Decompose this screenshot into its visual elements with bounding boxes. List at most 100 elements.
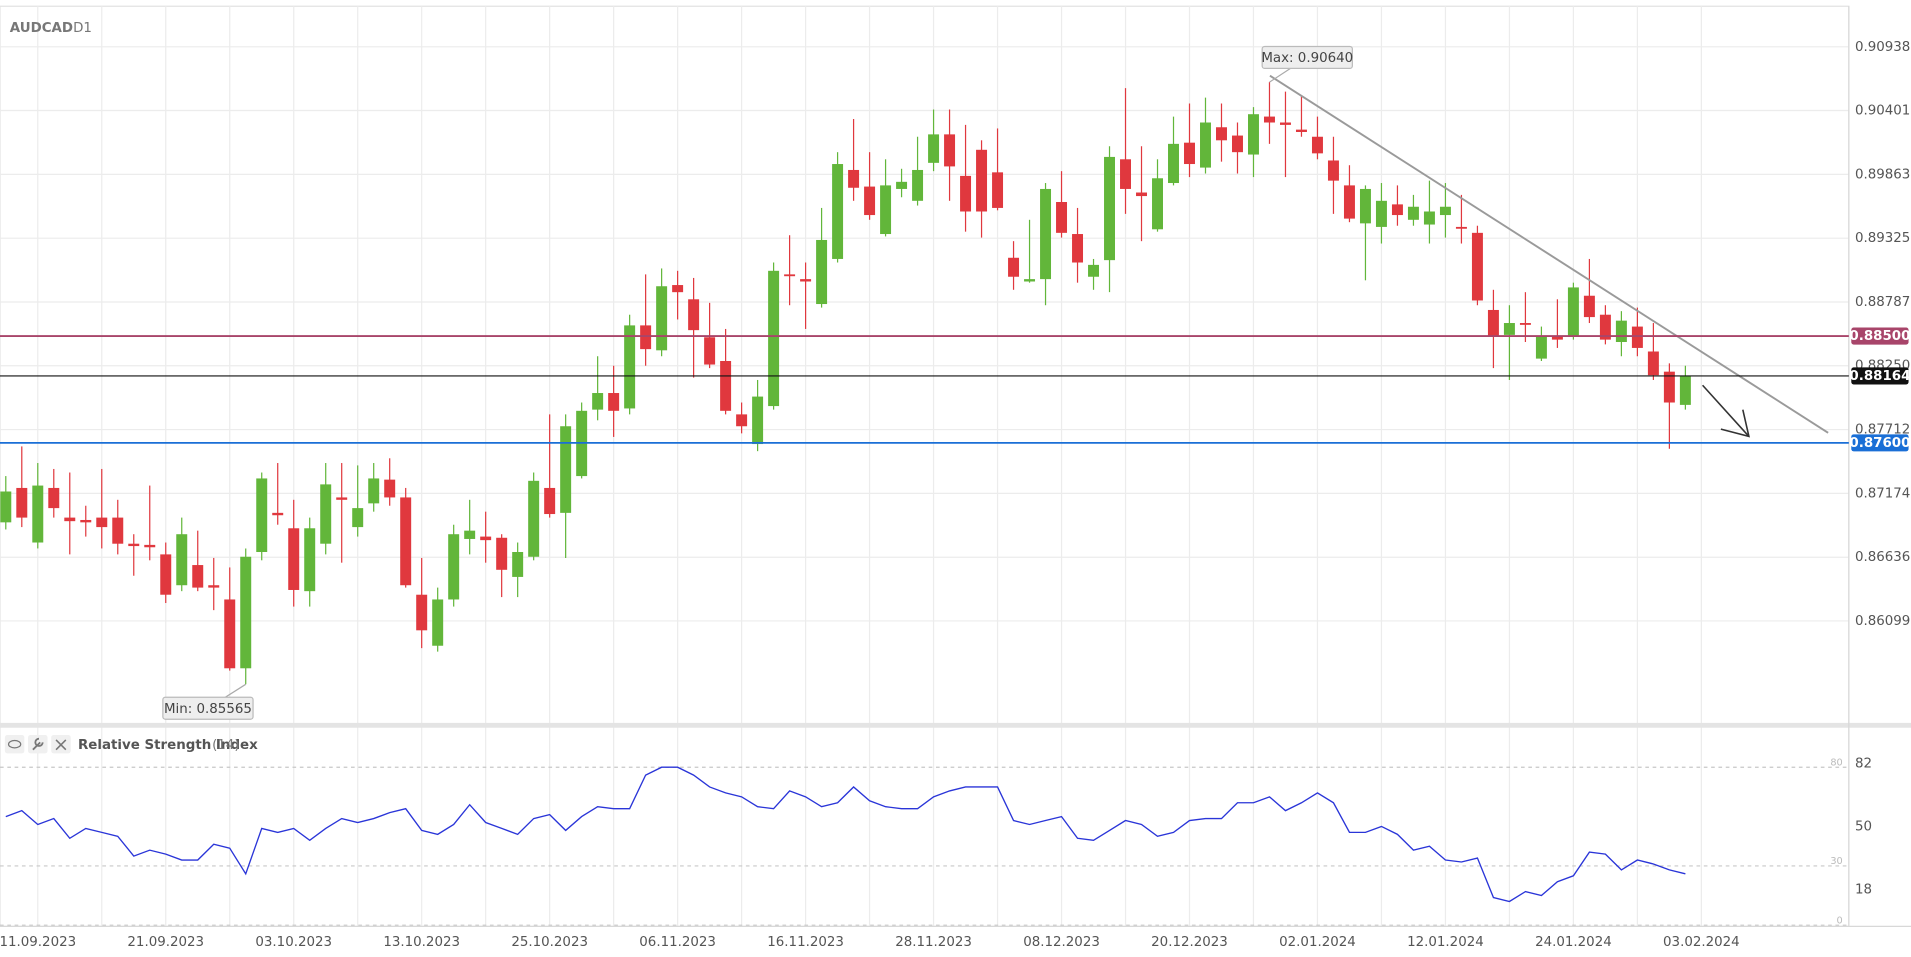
candle-body <box>368 478 380 504</box>
x-tick-label: 06.11.2023 <box>639 935 716 950</box>
candle-body <box>720 360 732 411</box>
candle-body <box>1248 114 1259 155</box>
indicator-controls[interactable] <box>4 735 71 754</box>
candle-body <box>48 487 60 509</box>
candle-body <box>560 426 572 513</box>
x-tick-label: 16.11.2023 <box>767 935 844 950</box>
last-price-label: 0.88164 <box>1849 369 1910 384</box>
grid <box>0 6 1849 927</box>
candle-body <box>1295 129 1307 132</box>
candle-body <box>1104 156 1116 261</box>
candle-body <box>1455 226 1467 229</box>
min-label: Min: 0.85565 <box>164 702 252 717</box>
x-tick-label: 08.12.2023 <box>1023 935 1100 950</box>
candle-body <box>944 134 956 167</box>
panel-separator <box>0 722 1911 728</box>
candle-body <box>1024 279 1036 282</box>
candle-body <box>1088 264 1100 277</box>
trend-line <box>1269 74 1829 434</box>
candle-body <box>256 478 268 553</box>
rsi-panel <box>0 766 1849 926</box>
y-tick-label: 0.90938 <box>1855 40 1910 55</box>
candle-body <box>288 528 300 590</box>
candle-body <box>816 239 828 305</box>
candle-body <box>1679 375 1691 405</box>
candle-body <box>960 175 972 212</box>
timeframe: D1 <box>73 21 92 36</box>
candle-body <box>176 534 188 586</box>
x-tick-label: 25.10.2023 <box>511 935 588 950</box>
y-tick-label: 0.87712 <box>1855 423 1910 438</box>
y-tick-label: 0.86636 <box>1855 550 1910 565</box>
wrench-icon <box>32 737 44 751</box>
candle-body <box>0 491 12 523</box>
x-tick-label: 13.10.2023 <box>383 935 460 950</box>
candle-body <box>912 169 924 201</box>
level-label-box <box>1851 434 1909 452</box>
candle-body <box>16 487 28 518</box>
candle-body <box>1663 371 1675 403</box>
candle-body <box>320 484 332 544</box>
candle-body <box>848 169 860 188</box>
candle-body <box>1072 234 1084 263</box>
price-panel <box>0 82 1691 685</box>
candle-body <box>432 599 444 646</box>
close-icon <box>55 739 67 751</box>
candle-body <box>1311 136 1323 154</box>
candle-body <box>1471 232 1483 301</box>
level-label: 0.88500 <box>1849 329 1910 344</box>
candle-body <box>832 164 844 259</box>
candle-body <box>1551 336 1563 340</box>
candle-body <box>64 517 76 522</box>
candle-body <box>736 414 748 427</box>
candle-body <box>304 528 316 592</box>
x-tick-label: 11.09.2023 <box>0 935 76 950</box>
indicator-period: (14) <box>212 738 240 753</box>
candle-body <box>1327 160 1339 181</box>
level-label: 30 <box>1830 856 1842 867</box>
candle-body <box>192 565 204 588</box>
candle-body <box>1263 116 1275 123</box>
candle-body <box>416 594 428 631</box>
candle-body <box>80 519 92 523</box>
candle-body <box>1279 122 1291 125</box>
candle-body <box>336 497 348 500</box>
candle-body <box>752 396 764 445</box>
y-tick-label: 82 <box>1855 756 1872 771</box>
candle-body <box>1232 135 1243 153</box>
candle-body <box>1056 202 1068 233</box>
x-tick-label: 24.01.2024 <box>1535 935 1612 950</box>
candle-body <box>1168 143 1179 184</box>
candle-body <box>1359 188 1371 224</box>
candle-body <box>688 299 700 331</box>
visibility-button[interactable] <box>4 735 25 754</box>
y-tick-label: 18 <box>1855 883 1872 898</box>
candle-body <box>1136 192 1147 197</box>
candle-body <box>1615 320 1627 343</box>
candle-body <box>1519 323 1531 325</box>
indicator-title: Relative Strength Index <box>78 738 258 753</box>
candle-body <box>784 274 796 277</box>
candle-body <box>480 536 492 541</box>
level-label-box <box>1851 327 1909 345</box>
candle-body <box>592 393 604 410</box>
x-tick-label: 21.09.2023 <box>127 935 204 950</box>
candle-body <box>496 537 508 570</box>
candle-body <box>864 186 876 216</box>
candle-body <box>1120 159 1131 189</box>
candle-body <box>464 530 476 539</box>
candle-body <box>992 172 1004 208</box>
candle-body <box>1391 204 1403 216</box>
candle-body <box>608 393 620 411</box>
candle-body <box>1567 287 1579 337</box>
candle-body <box>896 181 908 189</box>
candle-body <box>1216 127 1227 141</box>
candle-body <box>640 325 652 350</box>
candle-body <box>1439 206 1451 216</box>
candle-body <box>704 337 716 365</box>
candle-body <box>1152 178 1163 230</box>
candle-body <box>1535 336 1547 359</box>
x-tick-label: 28.11.2023 <box>895 935 972 950</box>
candle-body <box>1184 142 1195 165</box>
x-tick-label: 02.01.2024 <box>1279 935 1356 950</box>
